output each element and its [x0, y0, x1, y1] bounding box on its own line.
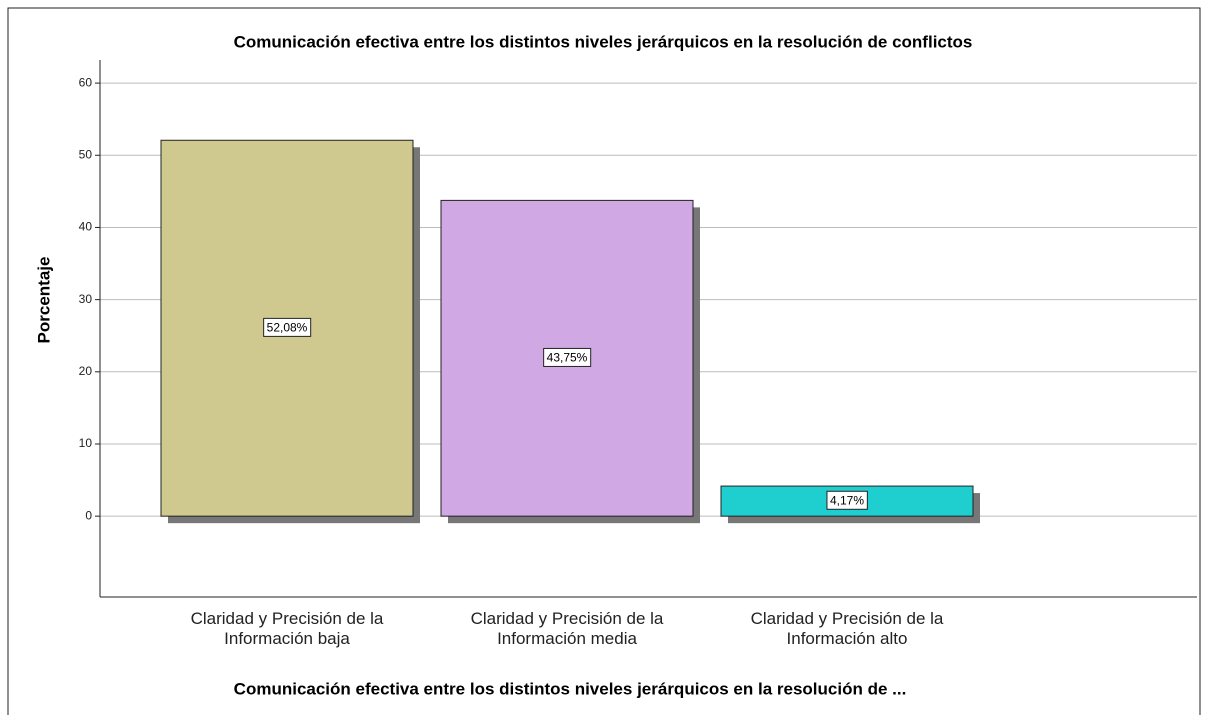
x-axis-label: Comunicación efectiva entre los distinto…	[234, 679, 907, 698]
y-axis-label: Porcentaje	[34, 257, 53, 344]
data-label: 4,17%	[830, 493, 864, 507]
y-tick-label: 50	[79, 147, 93, 161]
frame	[7, 7, 1201, 715]
y-tick-label: 40	[79, 220, 93, 234]
data-label-box	[263, 317, 312, 337]
y-tick-label: 0	[85, 508, 92, 522]
data-label: 52,08%	[267, 320, 308, 334]
x-tick-label: Claridad y Precisión de la Información a…	[750, 609, 944, 648]
y-tick-label: 30	[79, 292, 93, 306]
y-tick-label: 10	[79, 436, 93, 450]
x-tick-label: Claridad y Precisión de la Información m…	[470, 609, 664, 648]
data-label-box	[543, 347, 592, 367]
x-tick-label: Claridad y Precisión de la Información b…	[190, 609, 384, 648]
y-tick-label: 60	[79, 75, 93, 89]
y-tick-label: 20	[79, 364, 93, 378]
data-label: 43,75%	[547, 350, 588, 364]
chart-title: Comunicación efectiva entre los distinto…	[234, 32, 973, 51]
data-label-box	[826, 490, 868, 510]
